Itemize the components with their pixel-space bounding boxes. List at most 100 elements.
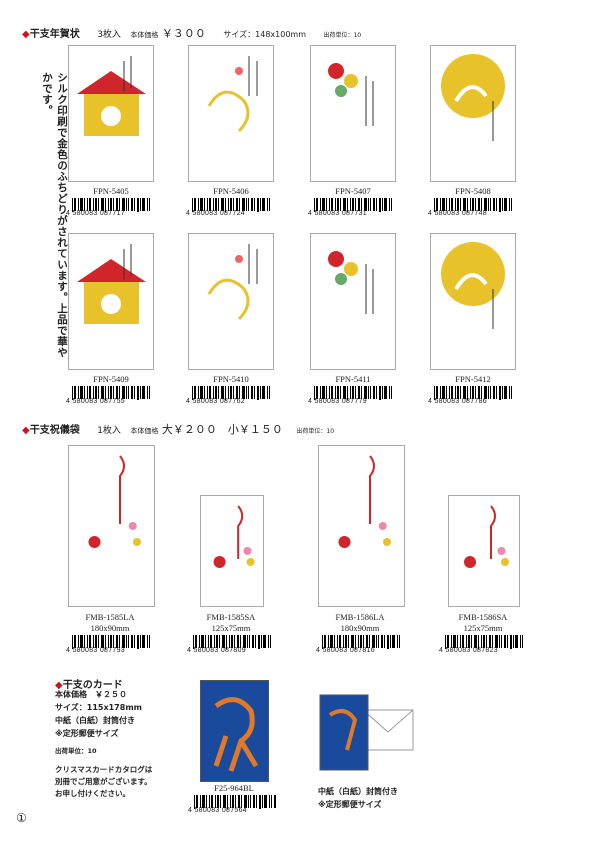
product-card [188,233,274,370]
barcode [439,634,527,656]
barcode-number: 4 580083 087731 [308,210,367,217]
illustration [207,244,258,321]
product-code: FMB-1586SA [458,612,508,622]
envelope [68,445,155,607]
barcode [186,385,274,407]
barcode-number: 4 580083 087748 [428,210,487,217]
barcode [428,197,516,219]
envelope [448,495,520,607]
barcode [316,634,404,656]
note-line: 別冊でご用意がございます。 [55,777,152,786]
barcode [66,197,154,219]
illustration [322,635,400,651]
qty: 3枚入 [97,30,121,40]
illustration [192,386,270,402]
unit: 出荷単位：10 [323,32,362,39]
barcode [308,197,396,219]
post-size: ※定形郵便サイズ [55,729,119,738]
product-code: FMB-1585SA [206,612,256,622]
illustration [193,635,271,651]
product-card [430,233,516,370]
section-header: ◆干支年賀状 3枚入 本体価格 ￥３００ サイズ：148x100mm 出荷単位：… [22,27,362,40]
inner-paper: 中紙（白紙）封筒付き [55,716,135,725]
illustration [194,795,276,811]
illustration [314,198,392,214]
unit: 出荷単位：10 [296,428,335,435]
barcode-number: 4 580083 087755 [66,398,125,405]
product-size: 125x75mm [463,623,503,633]
illustration [77,56,146,136]
section-title: 干支年賀状 [29,29,80,40]
barcode-number: 4 580083 087816 [316,647,375,654]
side-text: シルク印刷で金色のふちどりがされています。上品で華やかです。 [41,72,68,358]
unit: 出荷単位：10 [55,747,97,755]
price: 本体価格 ￥２５０ [55,690,127,699]
product-code: FPN-5405 [93,186,129,196]
caption: 中紙（白紙）封筒付き [318,787,398,796]
product-size: 125x75mm [211,623,251,633]
note-line: お申し付けください。 [55,789,130,798]
illustration [319,694,414,771]
barcode-number: 4 580083 087717 [66,210,125,217]
product-size: 180x90mm [90,623,130,633]
card [200,680,269,782]
illustration [328,63,374,126]
product-code: FPN-5412 [455,374,491,384]
illustration [88,455,141,548]
barcode [187,634,275,656]
product-card [310,233,396,370]
barcode-number: 4 580083 087779 [308,398,367,405]
section-title: 干支のカード [62,680,123,691]
product-code: F25-964BL [214,783,254,793]
barcode-number: 4 580083 087564 [188,807,247,814]
product-card [68,45,154,182]
illustration [213,505,255,568]
product-code: FPN-5409 [93,374,129,384]
page-number: ① [16,811,27,825]
product-code: FMB-1586LA [335,612,385,622]
barcode-number: 4 580083 087823 [439,647,498,654]
barcode-number: 4 580083 087809 [187,647,246,654]
product-size: 180x90mm [340,623,380,633]
barcode [308,385,396,407]
illustration [77,244,146,324]
illustration [434,198,512,214]
illustration [338,455,391,548]
section-header: ◆干支祝儀袋 1枚入 本体価格 大￥２００ 小￥１５０ 出荷単位：10 [22,423,335,436]
product-code: FPN-5408 [455,186,491,196]
illustration [207,56,258,133]
envelope [200,495,264,607]
product-card [430,45,516,182]
section-header: ◆干支のカード [55,680,123,691]
illustration [441,54,505,141]
envelope [318,445,405,607]
product-code: FPN-5406 [213,186,249,196]
barcode [186,197,274,219]
price: 大￥２００ 小￥１５０ [161,423,283,436]
barcode [66,634,154,656]
product-code: FPN-5411 [335,374,371,384]
price-label: 本体価格 [130,31,159,39]
illustration [328,251,374,314]
illustration [192,198,270,214]
size: サイズ：148x100mm [223,30,306,39]
caption: ※定形郵便サイズ [318,800,382,809]
barcode-number: 4 580083 087786 [428,398,487,405]
illustration [72,635,150,651]
product-card [310,45,396,182]
illustration [314,386,392,402]
card-with-envelope [318,690,418,775]
section-title: 干支祝儀袋 [29,425,80,436]
product-card [68,233,154,370]
price-label: 本体価格 [130,427,159,435]
illustration [464,505,509,568]
illustration [213,697,259,772]
qty: 1枚入 [97,426,121,436]
illustration [72,386,150,402]
note-line: クリスマスカードカタログは [55,765,153,774]
product-code: FPN-5407 [335,186,371,196]
product-code: FPN-5410 [213,374,249,384]
barcode [428,385,516,407]
size: サイズ：115x178mm [55,703,142,712]
